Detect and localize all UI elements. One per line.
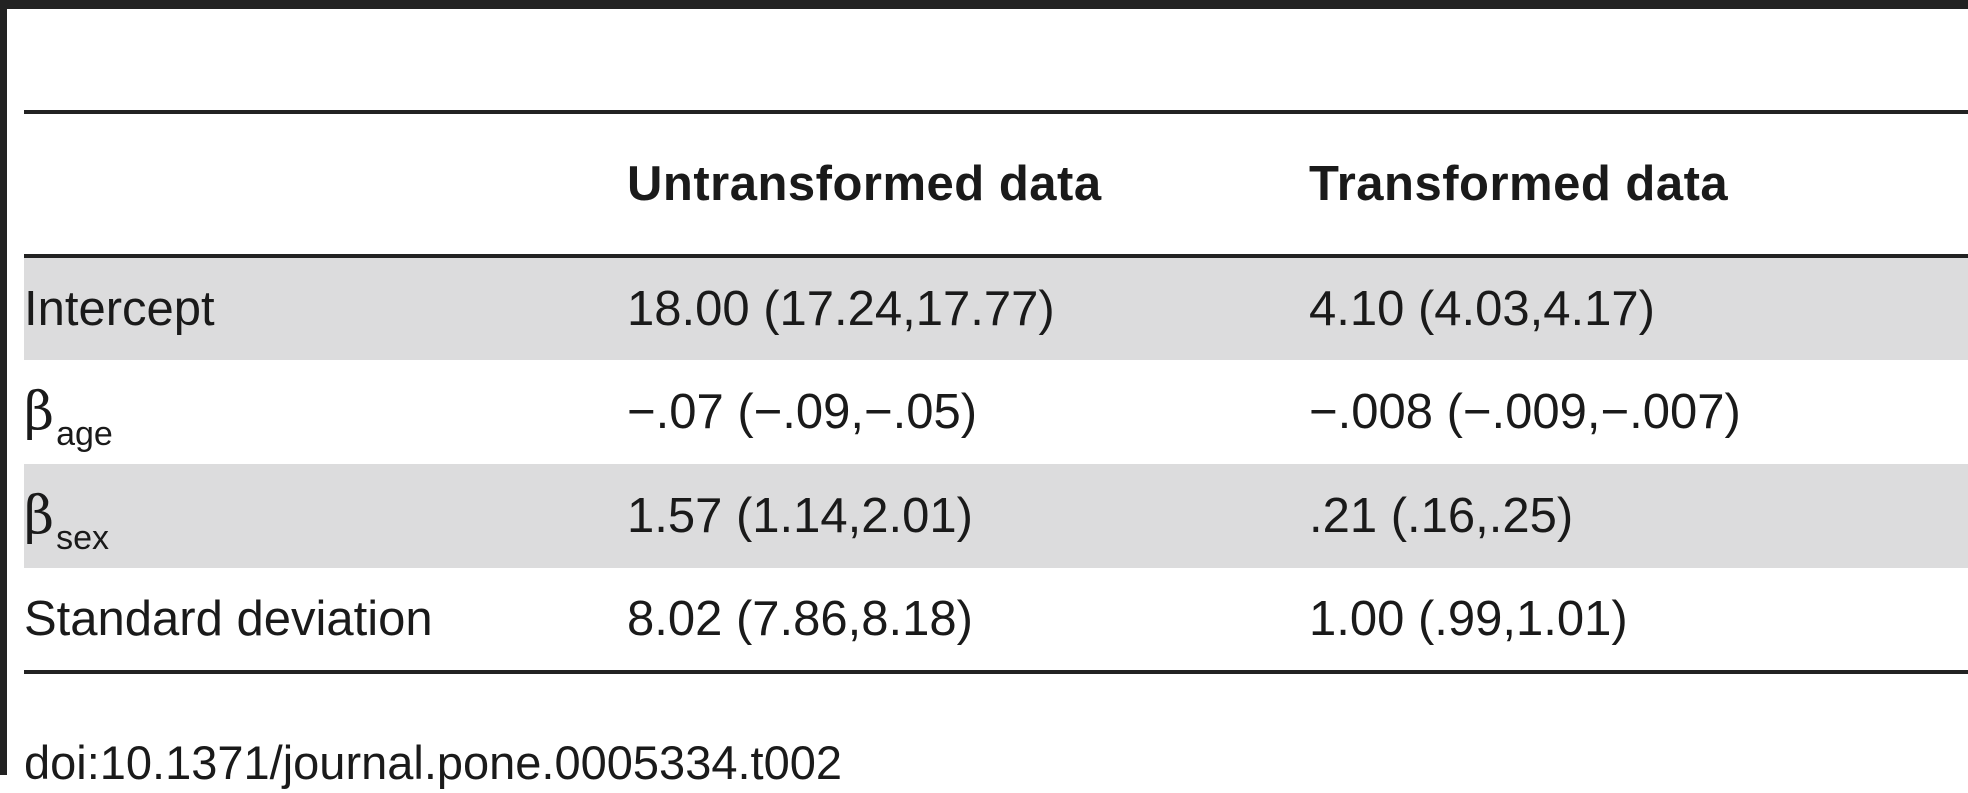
transformed-value: 4.10 (4.03,4.17) <box>1309 282 1655 336</box>
row-label: Standard deviation <box>24 592 433 646</box>
beta-symbol: β <box>24 486 55 546</box>
header-label-column <box>24 112 627 256</box>
table-row: Standard deviation 8.02 (7.86,8.18) 1.00… <box>24 568 1968 672</box>
table-row: βage −.07 (−.09,−.05) −.008 (−.009,−.007… <box>24 360 1968 464</box>
header-transformed: Transformed data <box>1309 157 1729 211</box>
transformed-value: −.008 (−.009,−.007) <box>1309 385 1741 439</box>
table-row: Intercept 18.00 (17.24,17.77) 4.10 (4.03… <box>24 256 1968 360</box>
row-label: βsex <box>24 464 627 568</box>
untransformed-value: −.07 (−.09,−.05) <box>627 385 978 439</box>
header-row: Untransformed data Transformed data <box>24 112 1968 256</box>
untransformed-value: 1.57 (1.14,2.01) <box>627 489 973 543</box>
header-untransformed: Untransformed data <box>627 157 1102 211</box>
row-label: Intercept <box>24 282 215 336</box>
table-container: Untransformed data Transformed data Inte… <box>24 110 1968 674</box>
table-row: βsex 1.57 (1.14,2.01) .21 (.16,.25) <box>24 464 1968 568</box>
transformed-value: .21 (.16,.25) <box>1309 489 1574 543</box>
top-rule <box>0 0 1968 9</box>
beta-subscript: age <box>56 415 113 453</box>
doi-footer: doi:10.1371/journal.pone.0005334.t002 <box>24 736 843 789</box>
beta-subscript: sex <box>56 519 109 557</box>
row-label: βage <box>24 360 627 464</box>
results-table: Untransformed data Transformed data Inte… <box>24 110 1968 674</box>
untransformed-value: 18.00 (17.24,17.77) <box>627 282 1055 336</box>
beta-symbol: β <box>24 382 55 442</box>
left-rule <box>0 0 7 775</box>
untransformed-value: 8.02 (7.86,8.18) <box>627 592 973 646</box>
transformed-value: 1.00 (.99,1.01) <box>1309 592 1628 646</box>
